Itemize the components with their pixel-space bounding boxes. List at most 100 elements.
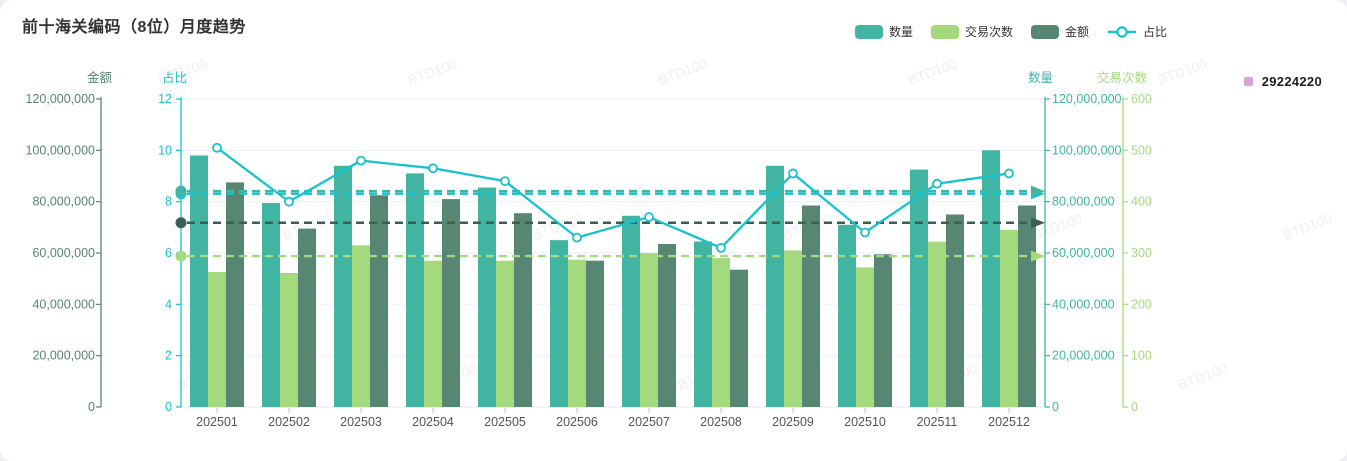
bar-transactions-202511[interactable] [928, 241, 946, 407]
svg-text:20,000,000: 20,000,000 [32, 349, 95, 363]
ratio-point-202503[interactable] [356, 155, 366, 166]
bar-quantity-202502[interactable] [262, 202, 280, 407]
bar-transactions-202503[interactable] [352, 245, 370, 407]
svg-text:BTD100: BTD100 [656, 55, 710, 88]
legend-item-transactions[interactable]: 交易次数 [930, 23, 1013, 40]
svg-text:BTD100: BTD100 [1281, 210, 1335, 243]
bar-amount-202510[interactable] [874, 254, 892, 407]
bar-quantity-202506[interactable] [550, 240, 568, 407]
legend-item-ratio[interactable]: 占比 [1107, 23, 1167, 40]
bar-quantity-202501[interactable] [190, 155, 208, 407]
svg-text:40,000,000: 40,000,000 [1052, 297, 1115, 311]
svg-text:0: 0 [88, 400, 95, 414]
svg-text:10: 10 [158, 143, 172, 157]
x-label-202504: 202504 [412, 415, 454, 429]
svg-text:0: 0 [165, 400, 172, 414]
avg-arrow-transactions [1031, 250, 1045, 262]
bar-transactions-202506[interactable] [568, 259, 586, 407]
ratio-point-202504[interactable] [428, 163, 438, 174]
avg-dot-amount [175, 217, 187, 229]
svg-text:80,000,000: 80,000,000 [1052, 195, 1115, 209]
ratio-trend-line[interactable] [216, 146, 1010, 250]
svg-text:BTD100: BTD100 [1176, 360, 1230, 393]
x-label-202508: 202508 [700, 415, 742, 429]
bar-series-layer [190, 150, 1036, 408]
ratio-point-202501[interactable] [212, 142, 222, 153]
ratio-point-202502[interactable] [284, 196, 294, 207]
bar-quantity-202510[interactable] [838, 224, 856, 407]
svg-text:2: 2 [165, 349, 172, 363]
svg-text:600: 600 [1131, 92, 1152, 106]
svg-text:金额: 金额 [87, 70, 113, 85]
avg-arrow-quantity [1031, 185, 1045, 197]
x-label-202503: 202503 [340, 415, 382, 429]
svg-text:0: 0 [1052, 400, 1059, 414]
svg-text:20,000,000: 20,000,000 [1052, 349, 1115, 363]
svg-text:300: 300 [1131, 246, 1152, 260]
legend-item-quantity[interactable]: 数量 [854, 23, 913, 40]
x-label-202512: 202512 [988, 415, 1030, 429]
axis-amount: 0 20,000,000 40,000,000 60,000,000 80,000,00… [25, 70, 112, 414]
svg-text:80,000,000: 80,000,000 [32, 195, 95, 209]
page-title: 前十海关编码（8位）月度趋势 [22, 19, 246, 36]
ratio-legend-line-icon [1107, 25, 1136, 38]
svg-text:120,000,000: 120,000,000 [1052, 92, 1122, 106]
legend-item-label: 数量 [888, 25, 913, 39]
ratio-point-202510[interactable] [860, 227, 870, 238]
svg-text:100: 100 [1131, 349, 1152, 363]
bar-quantity-202505[interactable] [478, 187, 496, 407]
x-label-202505: 202505 [484, 415, 526, 429]
bar-amount-202512[interactable] [1018, 205, 1036, 407]
ratio-point-202512[interactable] [1004, 168, 1014, 179]
ratio-point-202511[interactable] [932, 178, 942, 189]
amount-legend-swatch [1030, 24, 1059, 39]
quantity-legend-swatch [854, 24, 883, 39]
bar-transactions-202502[interactable] [280, 273, 298, 407]
bar-transactions-202504[interactable] [424, 260, 442, 407]
ratio-point-202507[interactable] [644, 212, 654, 222]
avg-line-amount [175, 217, 1045, 229]
svg-text:BTD100: BTD100 [1031, 210, 1085, 243]
ratio-point-202508[interactable] [716, 242, 726, 253]
bar-quantity-202508[interactable] [694, 241, 712, 407]
svg-text:BTD100: BTD100 [906, 55, 960, 88]
axis-count: 0 100 200 300 400 500 600 交易次数 [1097, 70, 1152, 414]
bar-amount-202505[interactable] [514, 213, 532, 407]
x-label-202501: 202501 [196, 415, 238, 429]
ratio-point-202509[interactable] [788, 168, 798, 179]
bar-transactions-202507[interactable] [640, 253, 658, 407]
legend-item-label: 金额 [1064, 25, 1089, 39]
bar-transactions-202505[interactable] [496, 260, 514, 407]
bar-amount-202508[interactable] [730, 269, 748, 407]
ratio-point-202506[interactable] [572, 232, 582, 243]
svg-text:8: 8 [165, 195, 172, 209]
bar-transactions-202510[interactable] [856, 267, 874, 407]
svg-text:200: 200 [1131, 297, 1152, 311]
bar-transactions-202508[interactable] [712, 258, 730, 407]
bar-amount-202502[interactable] [298, 228, 316, 407]
bar-transactions-202501[interactable] [208, 271, 226, 407]
bar-quantity-202507[interactable] [622, 215, 640, 407]
bar-quantity-202511[interactable] [910, 169, 928, 407]
ratio-point-202505[interactable] [500, 176, 510, 187]
bar-transactions-202512[interactable] [1000, 229, 1018, 407]
hs-code-legend[interactable]: 29224220 [1243, 74, 1322, 89]
svg-text:BTD100: BTD100 [406, 55, 460, 88]
bar-quantity-202512[interactable] [982, 150, 1000, 408]
bar-amount-202506[interactable] [586, 260, 604, 407]
bar-amount-202507[interactable] [658, 244, 676, 407]
bar-amount-202501[interactable] [226, 182, 244, 407]
bar-amount-202511[interactable] [946, 214, 964, 408]
bar-amount-202503[interactable] [370, 195, 388, 407]
avg-dot-quantity [175, 185, 187, 197]
bar-quantity-202504[interactable] [406, 173, 424, 407]
bar-quantity-202503[interactable] [334, 165, 352, 407]
bar-amount-202509[interactable] [802, 205, 820, 407]
legend-item-amount[interactable]: 金额 [1030, 23, 1089, 40]
svg-text:400: 400 [1131, 195, 1152, 209]
bar-amount-202504[interactable] [442, 199, 460, 407]
bar-quantity-202509[interactable] [766, 165, 784, 407]
bar-transactions-202509[interactable] [784, 250, 802, 407]
svg-text:100,000,000: 100,000,000 [1052, 143, 1122, 157]
